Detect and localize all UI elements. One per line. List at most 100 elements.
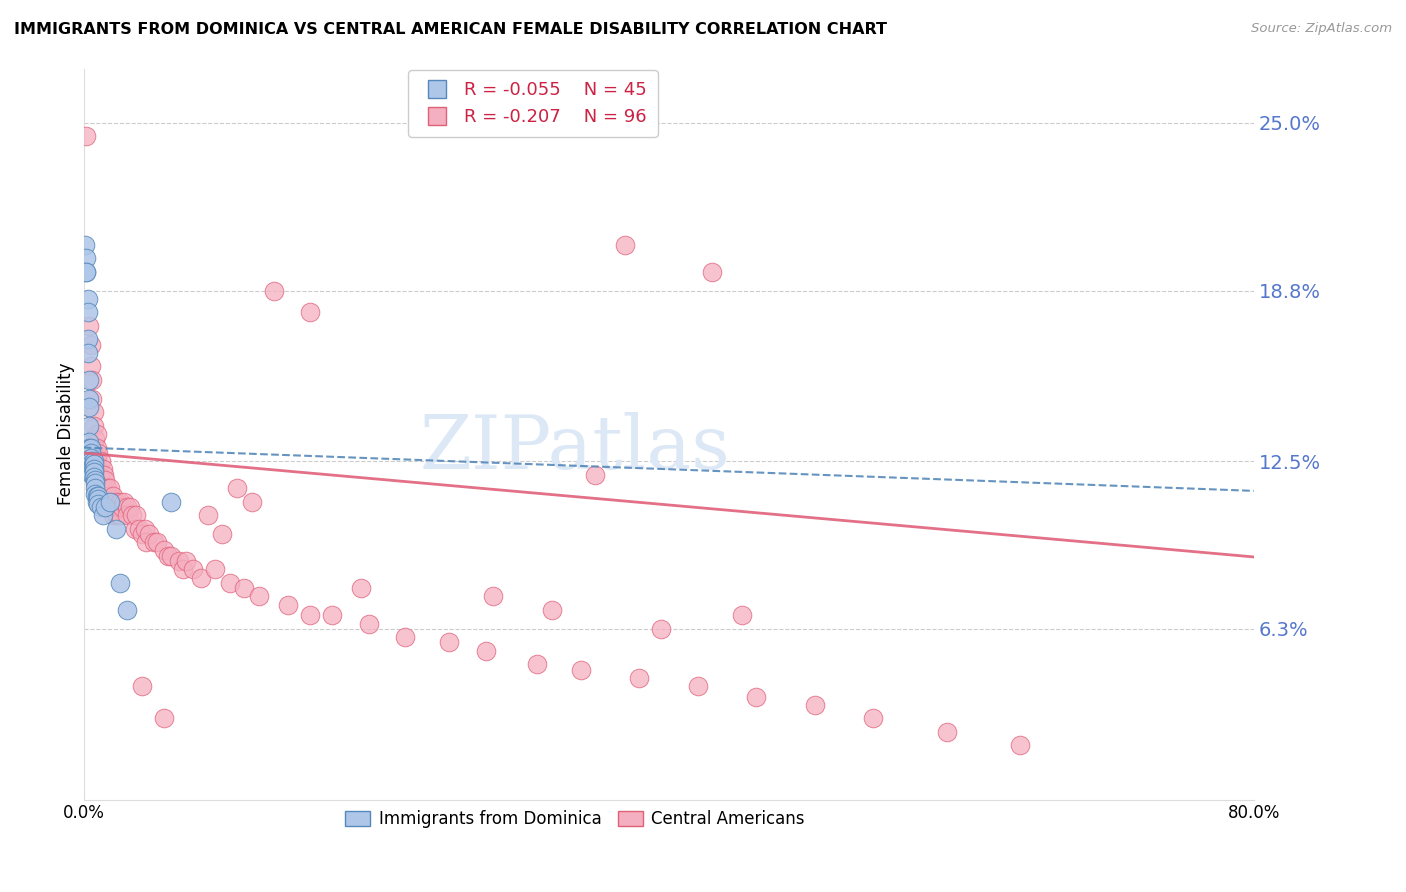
Point	[474, 643, 496, 657]
Point	[101, 489, 124, 503]
Point	[731, 608, 754, 623]
Point	[540, 603, 562, 617]
Point	[357, 616, 380, 631]
Point	[91, 462, 114, 476]
Point	[101, 508, 124, 523]
Point	[97, 489, 120, 503]
Point	[79, 435, 101, 450]
Point	[218, 576, 240, 591]
Text: ZIPatlas: ZIPatlas	[419, 412, 730, 485]
Point	[80, 441, 103, 455]
Point	[90, 454, 112, 468]
Point	[80, 457, 103, 471]
Point	[77, 305, 100, 319]
Point	[84, 473, 107, 487]
Point	[82, 373, 104, 387]
Point	[134, 522, 156, 536]
Point	[299, 608, 322, 623]
Legend: Immigrants from Dominica, Central Americans: Immigrants from Dominica, Central Americ…	[339, 804, 811, 835]
Point	[128, 522, 150, 536]
Point	[131, 527, 153, 541]
Point	[394, 630, 416, 644]
Point	[86, 494, 108, 508]
Point	[105, 508, 128, 523]
Point	[121, 508, 143, 523]
Point	[107, 500, 129, 515]
Point	[86, 489, 108, 503]
Point	[160, 549, 183, 563]
Point	[145, 535, 167, 549]
Point	[86, 454, 108, 468]
Point	[240, 494, 263, 508]
Point	[174, 554, 197, 568]
Point	[110, 500, 132, 515]
Point	[135, 535, 157, 549]
Point	[79, 373, 101, 387]
Point	[82, 467, 104, 482]
Point	[80, 337, 103, 351]
Point	[80, 359, 103, 374]
Point	[160, 494, 183, 508]
Point	[114, 494, 136, 508]
Point	[77, 346, 100, 360]
Point	[350, 582, 373, 596]
Point	[167, 554, 190, 568]
Point	[650, 622, 672, 636]
Point	[87, 497, 110, 511]
Point	[73, 237, 96, 252]
Point	[84, 446, 107, 460]
Point	[79, 318, 101, 333]
Point	[82, 462, 104, 476]
Point	[862, 711, 884, 725]
Point	[321, 608, 343, 623]
Point	[745, 690, 768, 704]
Point	[153, 711, 176, 725]
Point	[131, 679, 153, 693]
Point	[569, 663, 592, 677]
Point	[96, 481, 118, 495]
Text: IMMIGRANTS FROM DOMINICA VS CENTRAL AMERICAN FEMALE DISABILITY CORRELATION CHART: IMMIGRANTS FROM DOMINICA VS CENTRAL AMER…	[14, 22, 887, 37]
Point	[263, 284, 285, 298]
Point	[98, 500, 121, 515]
Point	[83, 457, 105, 471]
Point	[181, 562, 204, 576]
Point	[613, 237, 636, 252]
Point	[84, 433, 107, 447]
Point	[93, 467, 115, 482]
Point	[80, 451, 103, 466]
Point	[702, 264, 724, 278]
Point	[79, 441, 101, 455]
Point	[117, 500, 139, 515]
Point	[226, 481, 249, 495]
Point	[80, 454, 103, 468]
Point	[100, 494, 122, 508]
Point	[83, 405, 105, 419]
Point	[108, 576, 131, 591]
Point	[211, 527, 233, 541]
Point	[299, 305, 322, 319]
Point	[94, 473, 117, 487]
Point	[142, 535, 165, 549]
Point	[108, 494, 131, 508]
Point	[84, 481, 107, 495]
Point	[585, 467, 607, 482]
Text: Source: ZipAtlas.com: Source: ZipAtlas.com	[1251, 22, 1392, 36]
Point	[79, 400, 101, 414]
Point	[77, 292, 100, 306]
Point	[83, 470, 105, 484]
Point	[86, 427, 108, 442]
Point	[277, 598, 299, 612]
Point	[82, 459, 104, 474]
Point	[172, 562, 194, 576]
Point	[124, 522, 146, 536]
Point	[84, 475, 107, 490]
Point	[94, 500, 117, 515]
Point	[138, 527, 160, 541]
Point	[87, 489, 110, 503]
Point	[120, 500, 142, 515]
Y-axis label: Female Disability: Female Disability	[58, 363, 75, 505]
Point	[77, 332, 100, 346]
Point	[90, 500, 112, 515]
Point	[83, 418, 105, 433]
Point	[94, 489, 117, 503]
